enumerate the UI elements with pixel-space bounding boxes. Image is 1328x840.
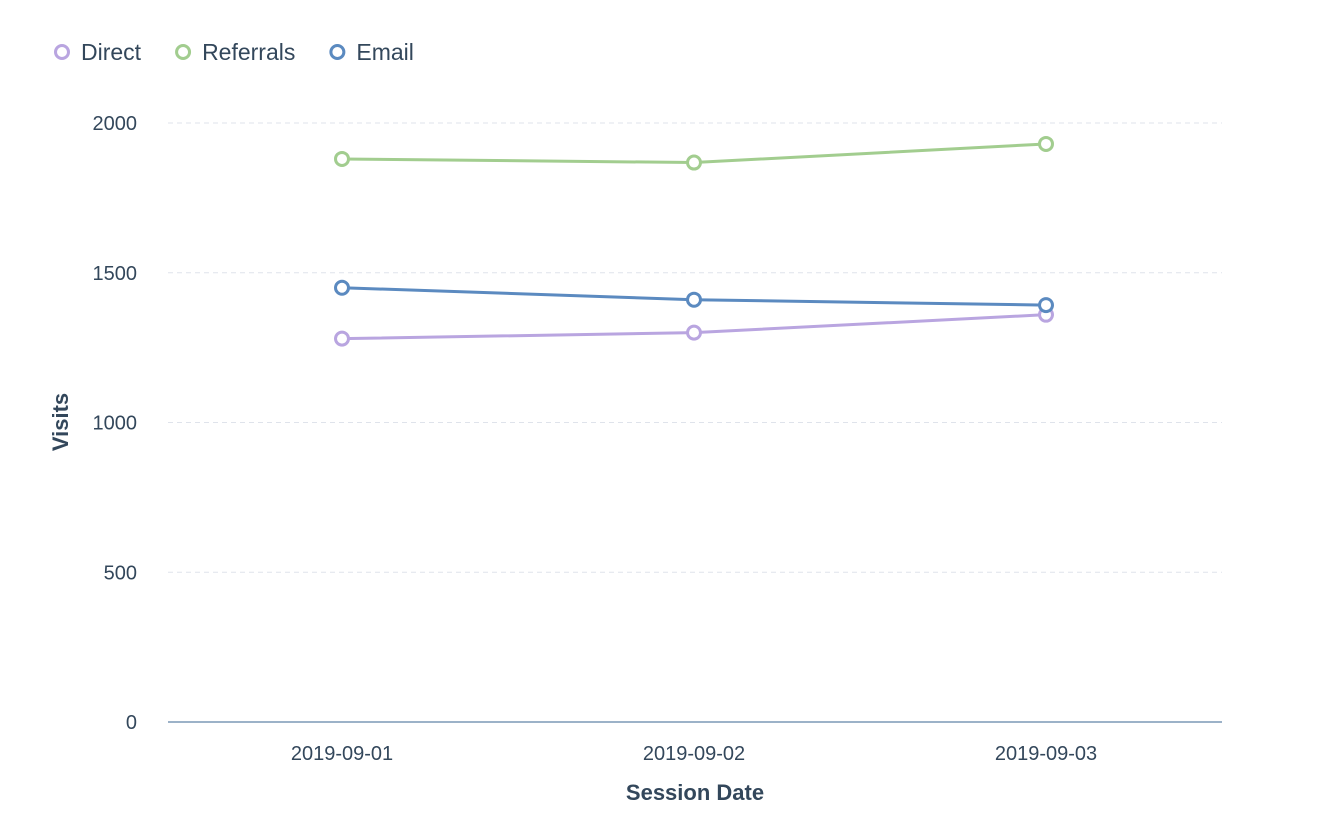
data-point-email[interactable] [334, 279, 350, 296]
data-point-referrals[interactable] [1038, 135, 1054, 152]
y-axis-tick-labels: 0 500 1000 1500 2000 [93, 113, 138, 734]
x-tick-label: 2019-09-03 [995, 743, 1097, 765]
data-point-referrals[interactable] [686, 154, 702, 171]
x-axis-tick-labels: 2019-09-01 2019-09-02 2019-09-03 [291, 743, 1097, 765]
series-referrals [334, 135, 1054, 171]
legend-item-direct[interactable]: Direct [54, 39, 142, 65]
y-axis-title: Visits [48, 393, 73, 451]
data-point-referrals[interactable] [334, 150, 350, 167]
legend-item-referrals[interactable]: Referrals [175, 39, 296, 65]
x-tick-label: 2019-09-02 [643, 743, 745, 765]
x-tick-label: 2019-09-01 [291, 743, 393, 765]
legend-marker-direct [54, 44, 70, 60]
legend-marker-email [329, 44, 346, 60]
x-axis-title: Session Date [626, 780, 764, 805]
y-tick-label: 1500 [93, 263, 138, 285]
y-tick-label: 1000 [93, 413, 138, 435]
legend-label-email: Email [356, 39, 414, 65]
legend-label-direct: Direct [81, 39, 142, 65]
series-lines [334, 135, 1054, 347]
data-point-email[interactable] [1038, 297, 1054, 314]
data-point-direct[interactable] [334, 330, 350, 347]
data-point-email[interactable] [686, 291, 702, 308]
data-point-direct[interactable] [686, 324, 702, 341]
gridlines [168, 122, 1222, 723]
legend: Direct Referrals Email [54, 39, 414, 65]
series-direct [334, 306, 1054, 347]
legend-marker-referrals [175, 44, 192, 60]
series-email [334, 279, 1054, 314]
y-tick-label: 2000 [93, 113, 138, 135]
legend-item-email[interactable]: Email [329, 39, 414, 65]
legend-label-referrals: Referrals [202, 39, 295, 65]
y-tick-label: 0 [126, 712, 137, 734]
y-tick-label: 500 [104, 562, 137, 584]
